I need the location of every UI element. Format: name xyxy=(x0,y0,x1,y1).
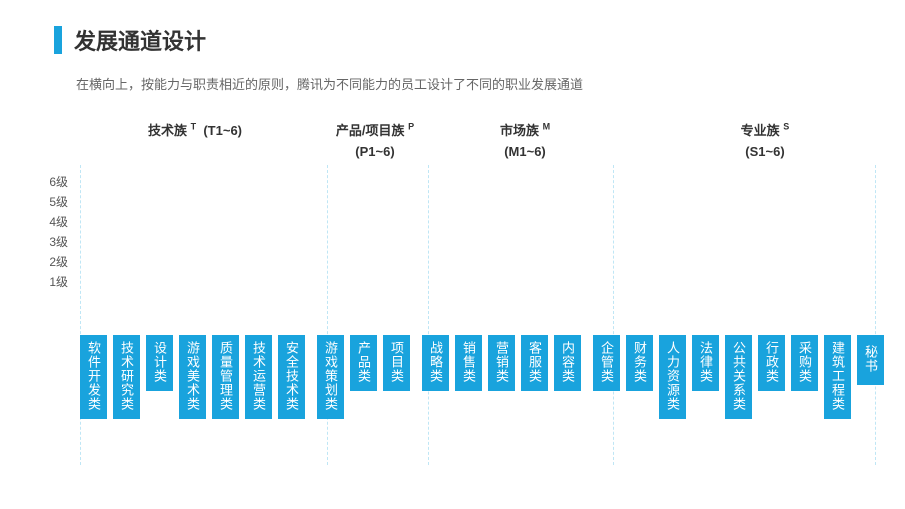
category-bar: 客服类 xyxy=(521,335,548,391)
group-divider xyxy=(875,165,876,465)
group-divider xyxy=(428,165,429,465)
category-bar: 法律类 xyxy=(692,335,719,391)
y-level-label: 1级 xyxy=(30,273,68,290)
category-bar: 游戏策划类 xyxy=(317,335,344,419)
category-bar: 产品类 xyxy=(350,335,377,391)
group-divider xyxy=(613,165,614,465)
category-bar: 行政类 xyxy=(758,335,785,391)
group-label-2: 市场族 M(M1~6) xyxy=(465,121,585,161)
y-level-label: 3级 xyxy=(30,233,68,250)
category-bar: 技术研究类 xyxy=(113,335,140,419)
category-bar: 财务类 xyxy=(626,335,653,391)
category-bar: 项目类 xyxy=(383,335,410,391)
category-bar: 营销类 xyxy=(488,335,515,391)
y-level-label: 4级 xyxy=(30,213,68,230)
header-accent-bar xyxy=(54,26,62,54)
group-divider xyxy=(327,165,328,465)
group-labels-row: 技术族 T (T1~6) 产品/项目族 P(P1~6) 市场族 M(M1~6) 专业族… xyxy=(80,121,875,161)
group-label-0: 技术族 T (T1~6) xyxy=(135,121,255,141)
category-bar: 人力资源类 xyxy=(659,335,686,419)
category-bar: 设计类 xyxy=(146,335,173,391)
category-bar: 游戏美术类 xyxy=(179,335,206,419)
category-bar: 秘书 xyxy=(857,335,884,385)
category-bars-row: 软件开发类技术研究类设计类游戏美术类质量管理类技术运营类安全技术类游戏策划类产品… xyxy=(80,335,875,419)
page-subtitle: 在横向上，按能力与职责相近的原则，腾讯为不同能力的员工设计了不同的职业发展通道 xyxy=(0,64,905,93)
category-bar: 建筑工程类 xyxy=(824,335,851,419)
category-bar: 战略类 xyxy=(422,335,449,391)
category-bar: 软件开发类 xyxy=(80,335,107,419)
category-bar: 质量管理类 xyxy=(212,335,239,419)
group-label-3: 专业族 S(S1~6) xyxy=(705,121,825,161)
y-level-label: 2级 xyxy=(30,253,68,270)
plot-region xyxy=(80,165,875,335)
category-bar: 安全技术类 xyxy=(278,335,305,419)
career-track-chart: 技术族 T (T1~6) 产品/项目族 P(P1~6) 市场族 M(M1~6) 专业族… xyxy=(30,121,875,501)
category-bar: 销售类 xyxy=(455,335,482,391)
group-divider xyxy=(80,165,81,465)
category-bar: 企管类 xyxy=(593,335,620,391)
group-label-1: 产品/项目族 P(P1~6) xyxy=(315,121,435,161)
category-bar: 公共关系类 xyxy=(725,335,752,419)
y-level-label: 6级 xyxy=(30,173,68,190)
y-level-label: 5级 xyxy=(30,193,68,210)
page-title: 发展通道设计 xyxy=(74,24,206,56)
category-bar: 技术运营类 xyxy=(245,335,272,419)
header: 发展通道设计 xyxy=(0,0,905,64)
category-bar: 内容类 xyxy=(554,335,581,391)
category-bar: 采购类 xyxy=(791,335,818,391)
